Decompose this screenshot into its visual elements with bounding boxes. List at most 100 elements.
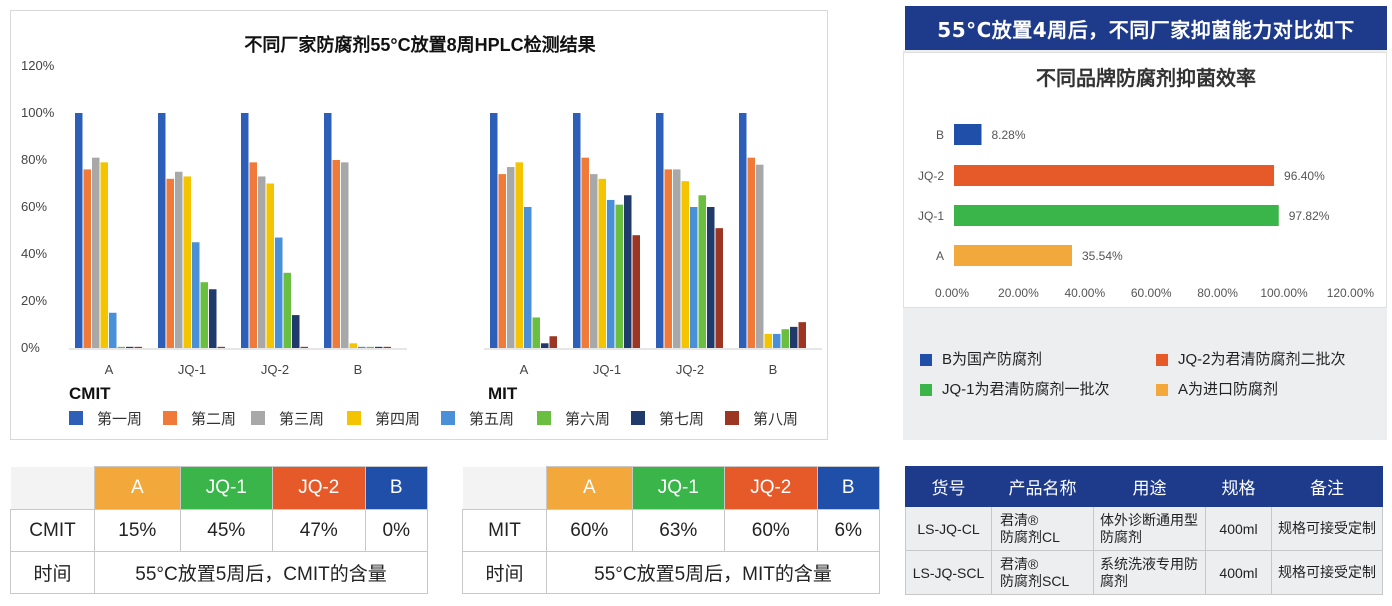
hplc-legend-label: 第八周 — [753, 410, 798, 428]
hplc-legend-label: 第五周 — [469, 410, 514, 428]
product-row: LS-JQ-CL 君清® 防腐剂CL 体外诊断通用型防腐剂 400ml 规格可接… — [905, 506, 1383, 551]
legend-swatch-a — [1156, 384, 1168, 397]
hplc-bar — [200, 282, 208, 348]
antibacterial-title: 不同品牌防腐剂抑菌效率 — [1036, 66, 1256, 90]
antibacterial-category-label: JQ-2 — [918, 169, 944, 183]
antibacterial-category-label: A — [936, 249, 944, 263]
legend-label-jq2: JQ-2为君清防腐剂二批次 — [1178, 351, 1346, 368]
hplc-bar — [490, 113, 498, 348]
product-brand: 君清® — [1000, 555, 1039, 572]
hplc-bar — [175, 171, 183, 348]
product-brand: 君清® — [1000, 511, 1039, 528]
hplc-category-label: A — [520, 362, 529, 377]
hplc-bar — [283, 272, 291, 348]
hplc-panel-label: MIT — [488, 384, 518, 403]
y-tick-label: 100% — [21, 105, 55, 120]
antibacterial-category-label: JQ-1 — [918, 209, 944, 223]
hplc-category-label: B — [354, 362, 363, 377]
antibacterial-x-tick: 0.00% — [935, 286, 969, 300]
mit-value-jq1: 63% — [631, 509, 726, 552]
antibacterial-x-tick: 120.00% — [1327, 286, 1375, 300]
hplc-legend-swatch — [631, 411, 645, 425]
hplc-bar — [764, 333, 772, 348]
legend-item-jq1: JQ-1为君清防腐剂一批次 — [920, 378, 1110, 399]
hplc-category-label: B — [769, 362, 778, 377]
antibacterial-value-label: 8.28% — [991, 128, 1025, 142]
hplc-bar — [209, 289, 217, 348]
cmit-header-jq2: JQ-2 — [272, 466, 366, 510]
hplc-bar — [183, 176, 191, 348]
antibacterial-value-label: 96.40% — [1284, 169, 1325, 183]
hplc-legend-swatch — [251, 411, 265, 425]
hplc-bar — [324, 113, 332, 348]
legend-swatch-b — [920, 354, 932, 367]
hplc-bar — [241, 113, 249, 348]
antibacterial-value-label: 97.82% — [1289, 209, 1330, 223]
y-tick-label: 120% — [21, 58, 55, 73]
cmit-header-b: B — [364, 466, 429, 510]
hplc-bar — [349, 343, 357, 348]
hplc-bar — [773, 333, 781, 348]
mit-time-label: 时间 — [462, 551, 547, 594]
hplc-bar — [83, 169, 91, 348]
hplc-legend-swatch — [441, 411, 455, 425]
hplc-bar — [581, 157, 589, 348]
hplc-bar — [607, 199, 615, 348]
mit-table: A JQ-1 JQ-2 B MIT 60% 63% 60% 6% 时间 55°C… — [462, 466, 881, 594]
hplc-bar — [656, 113, 664, 348]
hplc-bar — [249, 162, 257, 348]
hplc-bar — [258, 176, 266, 348]
cmit-header-a: A — [94, 466, 181, 510]
hplc-bar — [541, 343, 549, 348]
hplc-bar — [332, 160, 340, 348]
hplc-bar — [375, 346, 383, 348]
product-name: 君清® 防腐剂CL — [991, 506, 1094, 551]
antibacterial-bar — [954, 245, 1072, 266]
hplc-legend-label: 第一周 — [97, 410, 142, 428]
hplc-bar — [798, 322, 806, 348]
hplc-bar — [632, 235, 640, 348]
product-table: 货号 产品名称 用途 规格 备注 LS-JQ-CL 君清® 防腐剂CL 体外诊断… — [905, 466, 1383, 595]
cmit-value-a: 15% — [94, 509, 181, 552]
hplc-legend-swatch — [537, 411, 551, 425]
mit-header-jq2: JQ-2 — [724, 466, 818, 510]
product-code: LS-JQ-SCL — [905, 550, 992, 595]
hplc-bar — [532, 317, 540, 348]
legend-swatch-jq2 — [1156, 354, 1168, 367]
antibacterial-x-tick: 100.00% — [1260, 286, 1308, 300]
hplc-bar — [681, 181, 689, 348]
y-tick-label: 80% — [21, 152, 47, 167]
product-note: 规格可接受定制 — [1271, 550, 1383, 595]
hplc-bar — [624, 195, 632, 348]
hplc-bar — [192, 242, 200, 348]
hplc-bar — [383, 346, 391, 348]
hplc-bar — [275, 237, 283, 348]
hplc-category-label: JQ-2 — [261, 362, 289, 377]
hplc-bar — [615, 204, 623, 348]
antibacterial-x-tick: 80.00% — [1197, 286, 1238, 300]
antibacterial-bar — [954, 124, 982, 145]
hplc-bar — [358, 346, 366, 348]
mit-row-label: MIT — [462, 509, 547, 552]
hplc-bar — [217, 346, 225, 348]
hplc-bar — [341, 162, 349, 348]
antibacterial-header: 55°C放置4周后，不同厂家抑菌能力对比如下 — [905, 6, 1387, 50]
y-tick-label: 40% — [21, 246, 47, 261]
antibacterial-x-tick: 60.00% — [1131, 286, 1172, 300]
hplc-bar — [166, 178, 174, 348]
hplc-title: 不同厂家防腐剂55°C放置8周HPLC检测结果 — [244, 34, 596, 55]
cmit-corner — [10, 466, 95, 510]
hplc-bar — [498, 174, 506, 348]
antibacterial-value-label: 35.54% — [1082, 249, 1123, 263]
hplc-bar — [698, 195, 706, 348]
product-use: 系统洗液专用防腐剂 — [1093, 550, 1206, 595]
hplc-bar — [507, 167, 515, 348]
hplc-bar — [756, 164, 764, 348]
antibacterial-x-tick: 20.00% — [998, 286, 1039, 300]
hplc-bar — [664, 169, 672, 348]
antibacterial-bar — [954, 165, 1275, 186]
cmit-table: A JQ-1 JQ-2 B CMIT 15% 45% 47% 0% 时间 55°… — [10, 466, 429, 594]
legend-label-a: A为进口防腐剂 — [1178, 381, 1279, 398]
hplc-bar — [781, 329, 789, 348]
hplc-bar — [515, 162, 523, 348]
